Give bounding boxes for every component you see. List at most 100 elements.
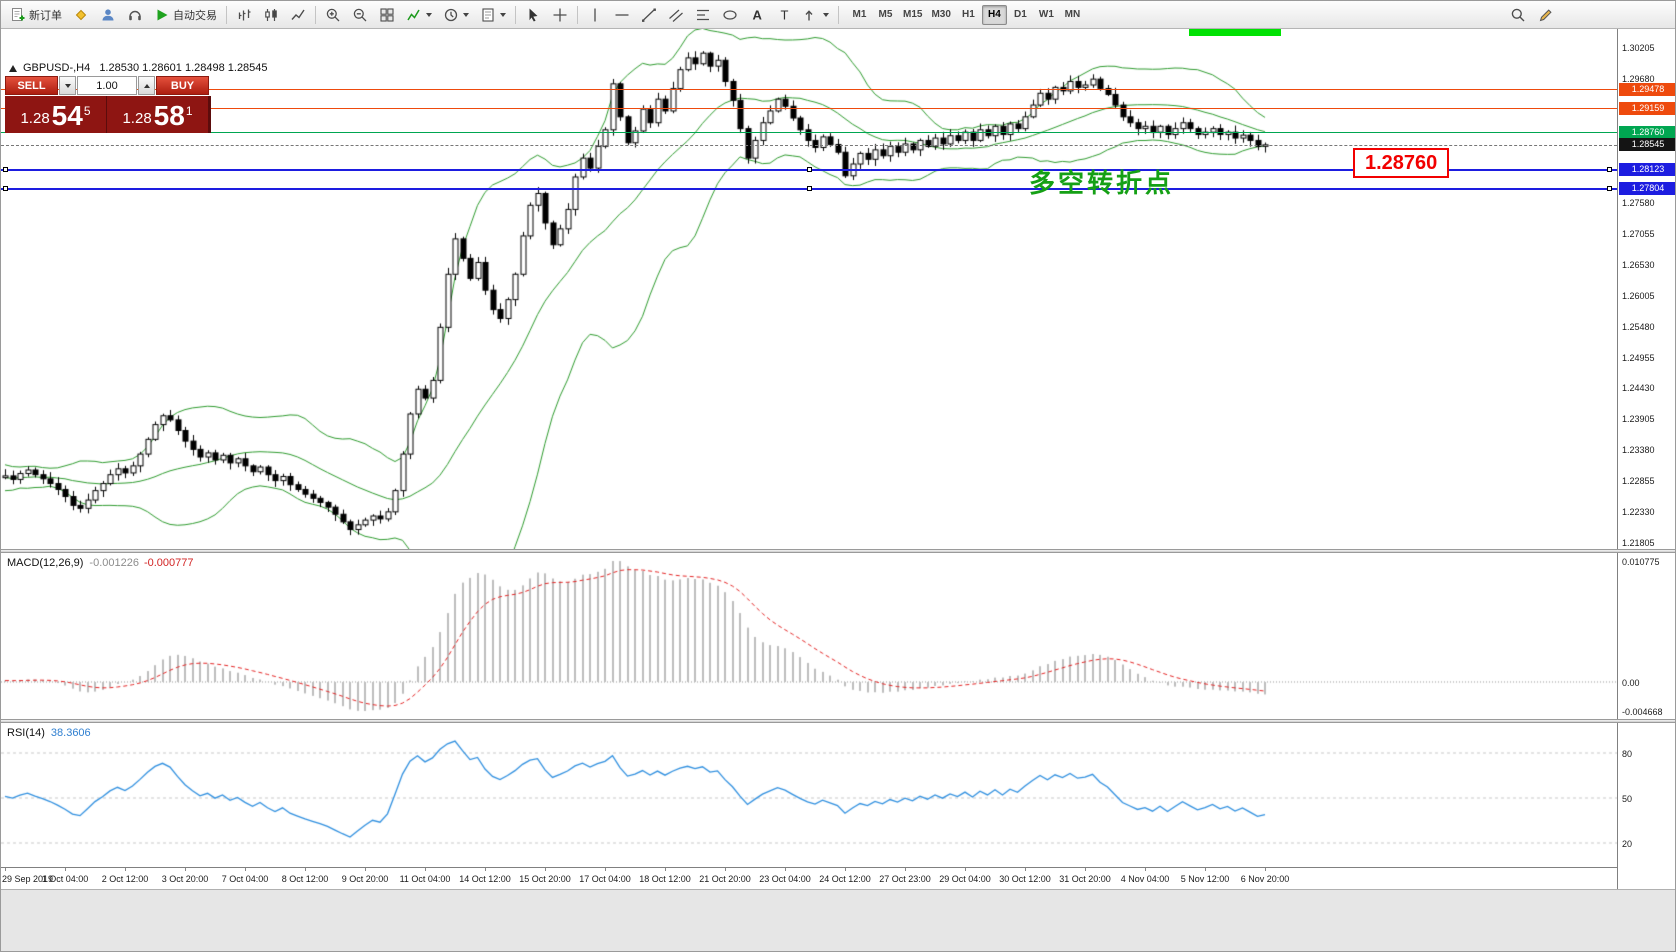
autotrading-button[interactable]: 自动交易	[149, 4, 222, 26]
time-axis-tick	[665, 868, 666, 871]
support-button[interactable]	[122, 4, 148, 26]
sell-button[interactable]: SELL	[5, 76, 58, 95]
buy-price-panel[interactable]: 1.28 58 1	[107, 96, 208, 133]
macd-signal-value: -0.000777	[143, 557, 194, 569]
volume-down-button[interactable]	[59, 76, 76, 95]
tile-windows-button[interactable]	[374, 4, 400, 26]
line-handle[interactable]	[1607, 185, 1612, 191]
macd-pane[interactable]	[1, 553, 1617, 719]
indicators-menu-button[interactable]	[401, 4, 437, 26]
line-chart-icon	[291, 9, 305, 20]
line-handle[interactable]	[3, 185, 8, 191]
caret-down-icon	[463, 12, 469, 17]
template-icon	[482, 7, 494, 22]
date-label: 15 Oct 20:00	[519, 874, 571, 884]
buy-price-big: 58	[153, 100, 185, 131]
tf-button-d1[interactable]: D1	[1014, 9, 1027, 20]
time-axis-tick	[725, 868, 726, 871]
window-bottom-area	[1, 889, 1675, 951]
date-label: 7 Oct 04:00	[221, 874, 269, 884]
y-axis-tick: 1.23380	[1622, 445, 1655, 456]
line-handle[interactable]	[1607, 166, 1612, 172]
price-callout-label[interactable]: 1.28760	[1353, 148, 1450, 178]
rsi-value: 38.3606	[50, 727, 91, 739]
tf-button-mn[interactable]: MN	[1064, 9, 1081, 20]
pane-splitter[interactable]	[1, 719, 1675, 723]
horizontal-line-object[interactable]	[1, 89, 1617, 91]
rsi-pane[interactable]	[1, 723, 1617, 865]
zoom-out-icon	[353, 8, 367, 21]
y-axis-tick: 1.30205	[1622, 42, 1655, 53]
buy-button[interactable]: BUY	[156, 76, 209, 95]
bar-chart-button[interactable]	[231, 4, 257, 26]
macd-axis-max: 0.010775	[1622, 557, 1660, 567]
price-axis[interactable]: 1.302051.296801.291551.286301.281051.275…	[1617, 29, 1675, 889]
time-axis-tick	[605, 868, 606, 871]
channel-button[interactable]	[663, 4, 689, 26]
mql5-button[interactable]	[68, 4, 94, 26]
vertical-line-button[interactable]	[582, 4, 608, 26]
time-axis-tick	[1085, 868, 1086, 871]
cursor-button[interactable]	[520, 4, 546, 26]
date-label: 17 Oct 04:00	[579, 874, 631, 884]
date-label: 1 Oct 04:00	[41, 874, 89, 884]
arrows-menu-button[interactable]	[798, 4, 834, 26]
shapes-button[interactable]	[717, 4, 743, 26]
time-axis-tick	[965, 868, 966, 871]
tf-button-w1[interactable]: W1	[1038, 9, 1054, 20]
time-axis[interactable]: 29 Sep 2019 1 Oct 04:00 2 Oct 12:00 3 Oct 2…	[1, 867, 1617, 889]
new-order-button[interactable]: 新订单	[5, 4, 67, 26]
date-label: 2 Oct 12:00	[101, 874, 149, 884]
periods-menu-button[interactable]	[438, 4, 474, 26]
text-button[interactable]: A	[744, 4, 770, 26]
date-label: 11 Oct 04:00	[399, 874, 451, 884]
zoom-in-button[interactable]	[320, 4, 346, 26]
pane-splitter[interactable]	[1, 549, 1675, 553]
date-label: 30 Oct 12:00	[999, 874, 1051, 884]
edit-button[interactable]	[1533, 4, 1559, 26]
zoom-out-button[interactable]	[347, 4, 373, 26]
line-handle[interactable]	[807, 185, 812, 191]
toolbar-separator	[226, 5, 227, 24]
search-icon	[1511, 8, 1525, 21]
trendline-icon	[642, 8, 656, 22]
templates-menu-button[interactable]	[475, 4, 511, 26]
price-canvas[interactable]	[1, 29, 1617, 549]
macd-canvas[interactable]	[1, 553, 1617, 719]
line-handle[interactable]	[3, 166, 8, 172]
time-axis-tick	[785, 868, 786, 871]
date-label: 6 Nov 20:00	[1240, 874, 1290, 884]
search-button[interactable]	[1505, 4, 1531, 26]
highlight-zone-object[interactable]	[1189, 29, 1281, 36]
price-chart-pane[interactable]: GBPUSD-,H4 1.28530 1.28601 1.28498 1.285…	[1, 29, 1617, 549]
tf-button-m5[interactable]: M5	[878, 9, 893, 20]
horizontal-line-object[interactable]	[1, 131, 1617, 133]
y-axis-tick: 1.23905	[1622, 414, 1655, 425]
y-axis-tick: 1.27580	[1622, 197, 1655, 208]
label-button[interactable]: T	[771, 4, 797, 26]
fibonacci-button[interactable]	[690, 4, 716, 26]
tf-button-m30[interactable]: M30	[931, 9, 951, 20]
chart-annotation-text[interactable]: 多空转折点	[1029, 168, 1175, 198]
rsi-canvas[interactable]	[1, 723, 1617, 865]
tf-button-h1[interactable]: H1	[962, 9, 975, 20]
community-button[interactable]	[95, 4, 121, 26]
line-chart-button[interactable]	[285, 4, 311, 26]
trendline-button[interactable]	[636, 4, 662, 26]
volume-input[interactable]	[77, 76, 137, 95]
time-axis-tick	[905, 868, 906, 871]
horizontal-line-object[interactable]	[1, 108, 1617, 110]
tf-button-m1[interactable]: M1	[852, 9, 867, 20]
sell-price-panel[interactable]: 1.28 54 5	[5, 96, 106, 133]
tf-button-h4[interactable]: H4	[981, 4, 1007, 25]
collapse-arrow-icon[interactable]	[9, 65, 17, 72]
crosshair-button[interactable]	[547, 4, 573, 26]
horizontal-line-button[interactable]	[609, 4, 635, 26]
candlestick-button[interactable]	[258, 4, 284, 26]
caret-down-icon	[64, 83, 71, 88]
tf-button-m15[interactable]: M15	[903, 9, 923, 20]
time-axis-tick	[1025, 868, 1026, 871]
y-axis-tick: 1.22855	[1622, 476, 1655, 487]
line-handle[interactable]	[807, 166, 812, 172]
volume-up-button[interactable]	[138, 76, 155, 95]
